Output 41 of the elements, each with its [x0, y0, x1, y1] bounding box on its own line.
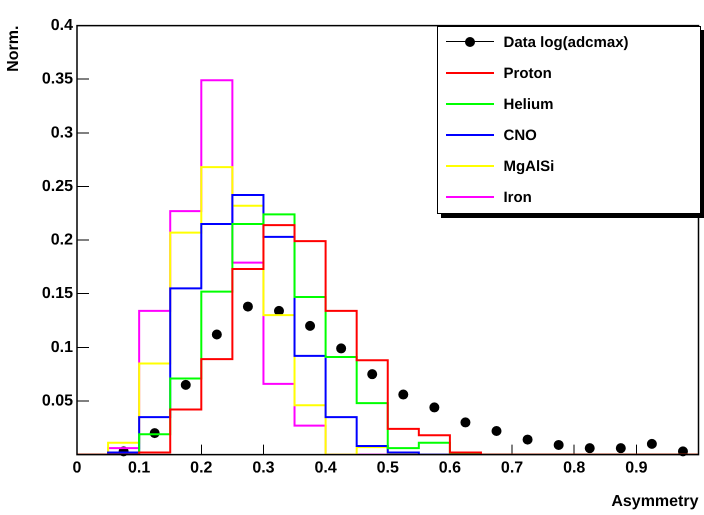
y-tick-label: 0.3 [50, 124, 74, 142]
x-tick-label: 0.3 [252, 460, 275, 477]
legend-label: CNO [504, 126, 537, 144]
point [646, 438, 657, 449]
y-tick-label: 0.4 [50, 17, 74, 34]
x-tick-label: 0.4 [314, 460, 337, 477]
y-tick-label: 0.35 [42, 70, 74, 88]
legend-label: Data log(adcmax) [504, 34, 629, 51]
point [367, 369, 378, 380]
y-tick-label: 0.2 [50, 232, 74, 249]
legend-label: Iron [504, 188, 532, 206]
x-tick-label: 0.7 [500, 460, 524, 477]
x-tick-label: 0.8 [563, 460, 586, 477]
point [180, 380, 191, 390]
y-tick-label: 0.15 [42, 285, 74, 302]
y-tick-label: 0.05 [42, 392, 74, 410]
x-tick-label: 0.5 [376, 460, 399, 477]
legend-label: MgAlSi [504, 158, 554, 175]
y-tick-label: 0.1 [50, 338, 74, 356]
legend-label: Proton [504, 64, 552, 82]
point [242, 302, 253, 312]
point [398, 390, 408, 400]
point [522, 434, 533, 445]
x-tick-label: 0.1 [128, 460, 150, 477]
x-tick-label: 0.9 [625, 460, 648, 477]
y-axis-title: Norm. [5, 26, 22, 72]
point [212, 329, 222, 340]
x-tick-label: 0 [72, 460, 82, 477]
x-tick-label: 0.2 [190, 460, 213, 477]
x-tick-label: 0.6 [438, 460, 462, 477]
x-axis-title: Asymmetry [611, 492, 699, 510]
legend-label: Helium [504, 96, 554, 113]
point [616, 443, 626, 454]
point [492, 426, 502, 436]
point [554, 440, 564, 450]
point [429, 402, 440, 412]
point [584, 443, 595, 454]
point [305, 320, 316, 331]
y-tick-label: 0.25 [42, 178, 74, 195]
point [336, 343, 346, 354]
point [460, 417, 470, 428]
